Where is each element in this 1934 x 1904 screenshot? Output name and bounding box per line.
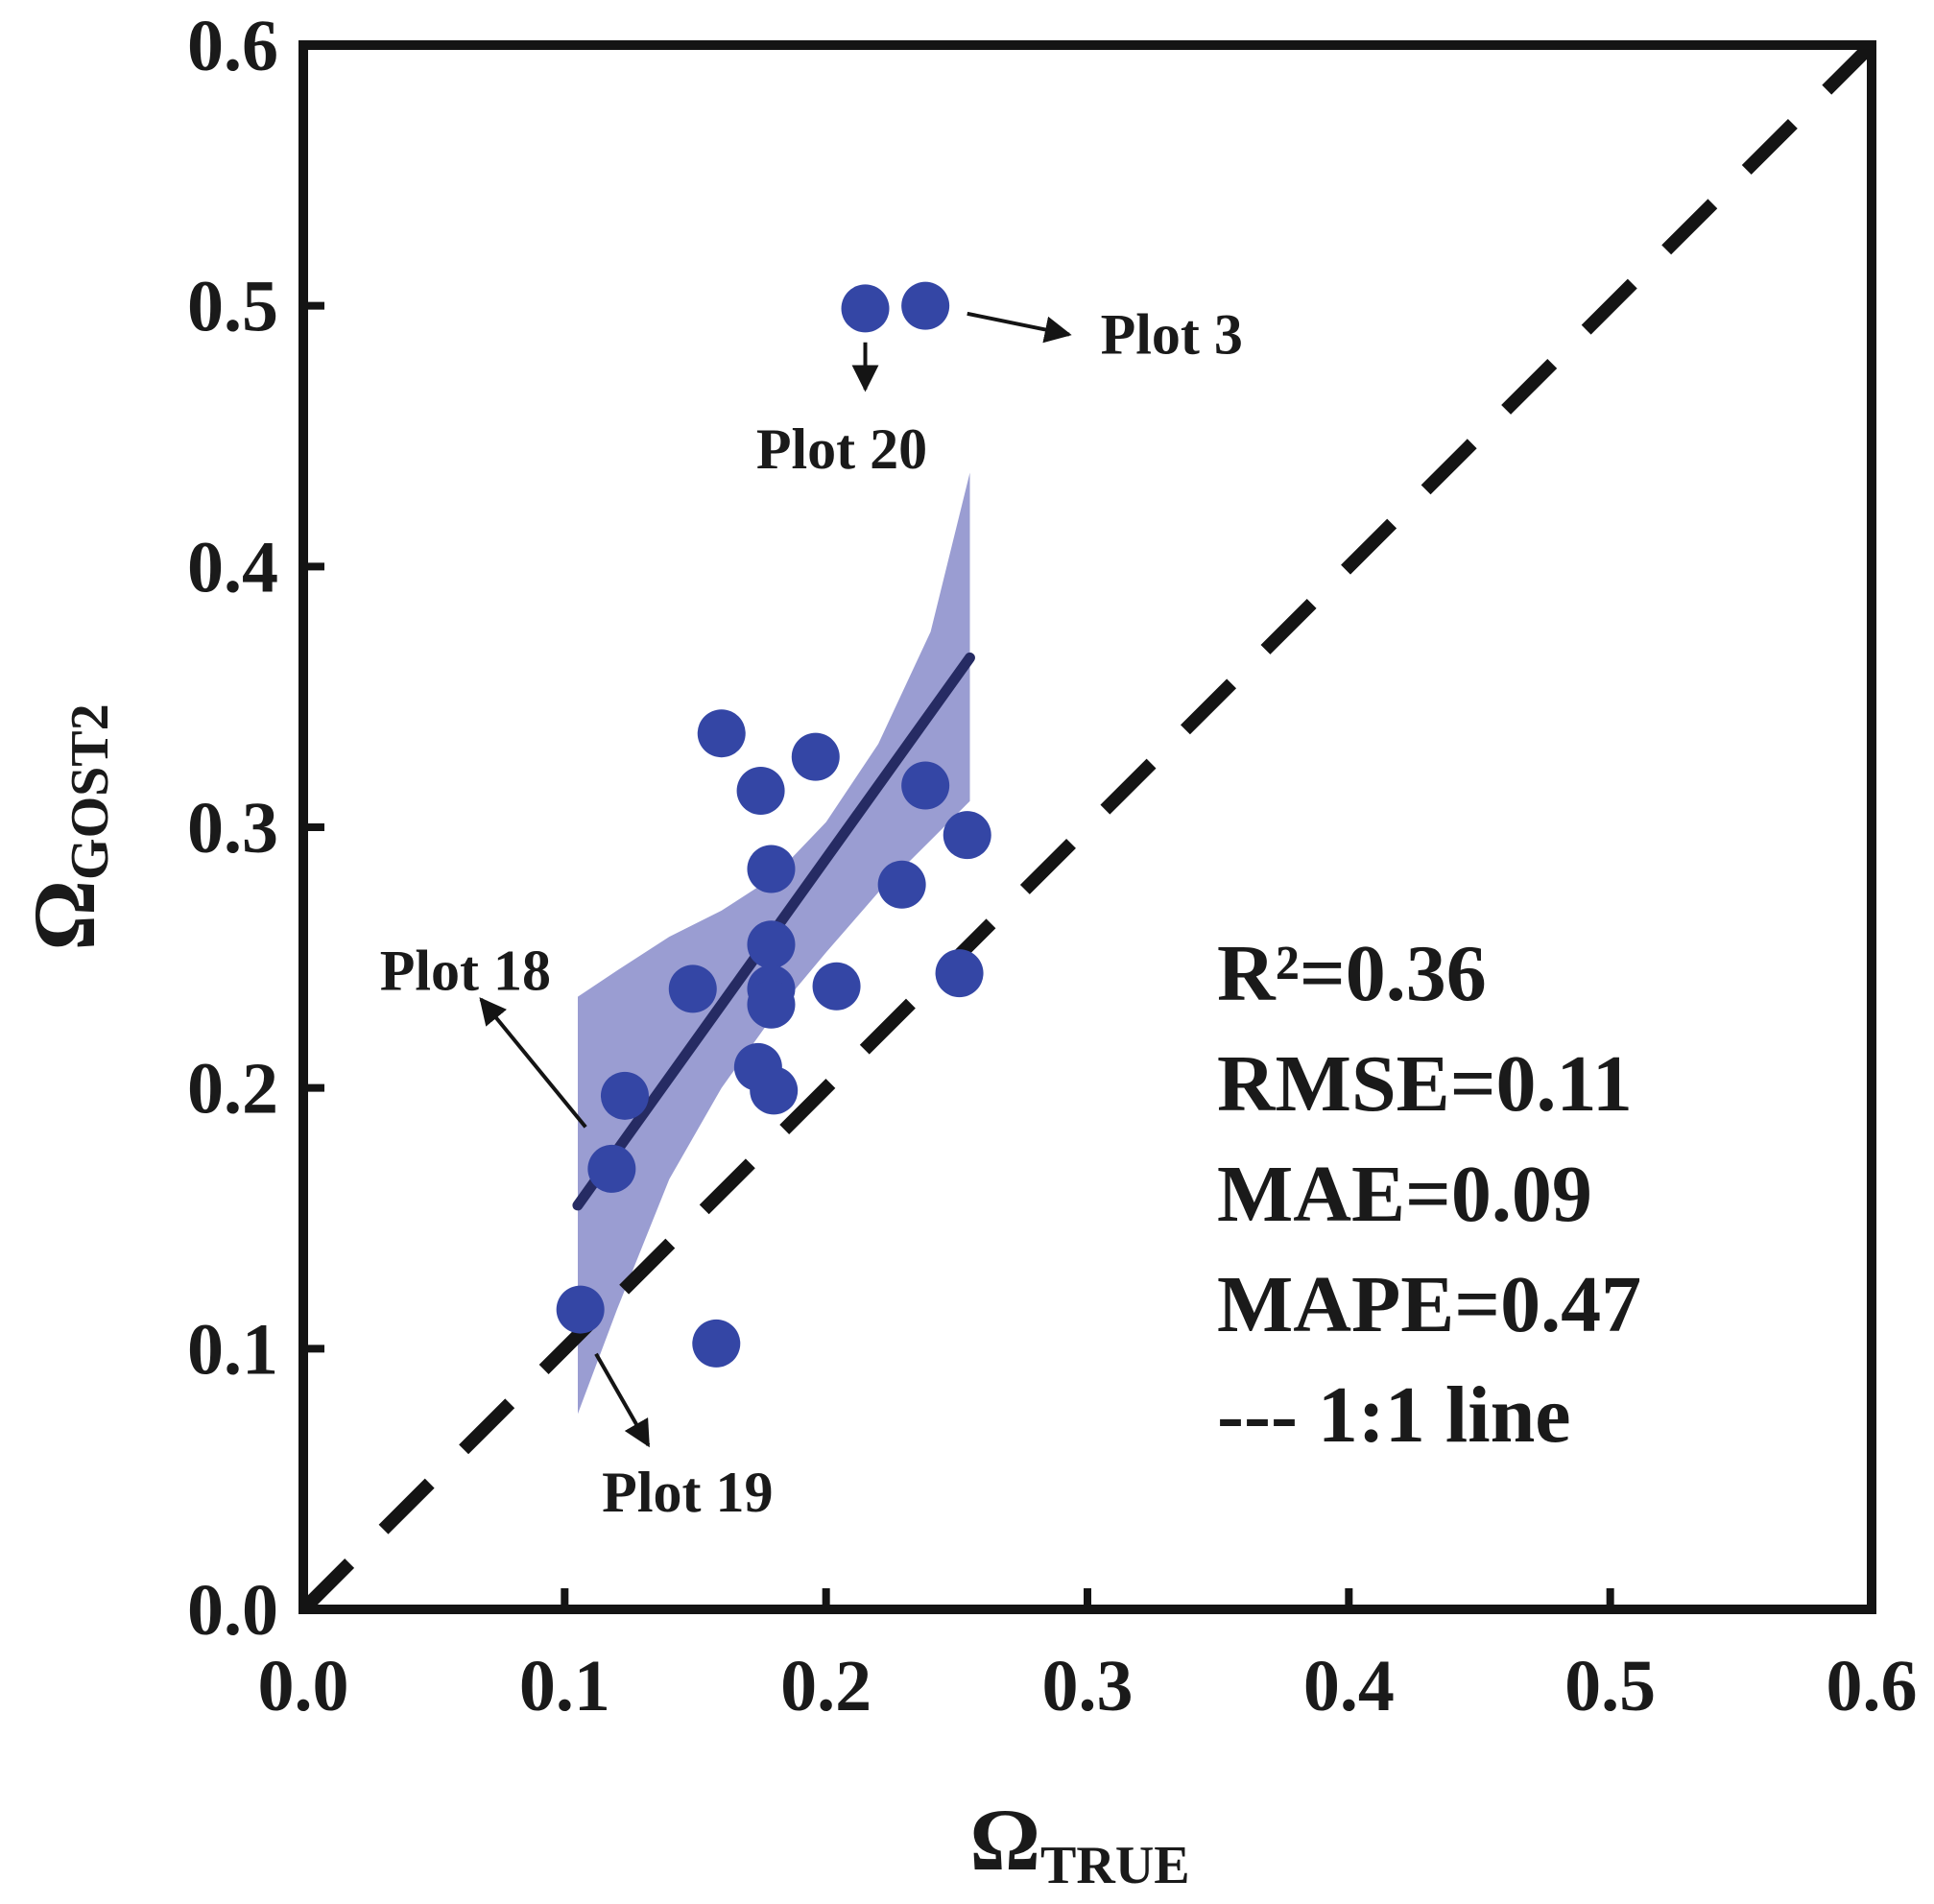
one-to-one-line	[303, 45, 1872, 1609]
y-axis-title: ΩGOST2	[15, 703, 120, 950]
annotation-arrow-plot-19	[594, 1352, 651, 1448]
annotation-label-plot-18: Plot 18	[380, 939, 551, 1002]
data-point-11	[812, 962, 861, 1011]
data-point-0	[841, 284, 890, 333]
x-tick-label: 0.3	[1042, 1646, 1134, 1726]
data-point-19	[556, 1285, 605, 1334]
y-tick-label: 0.1	[187, 1309, 278, 1390]
data-point-4	[736, 766, 785, 815]
y-axis-title-symbol: Ω	[15, 880, 113, 951]
data-point-18	[587, 1144, 636, 1193]
data-point-13	[747, 980, 796, 1029]
data-point-20	[692, 1319, 741, 1368]
data-point-3	[791, 732, 840, 781]
data-point-14	[935, 949, 984, 998]
y-axis-title-subscript: GOST2	[60, 703, 120, 880]
data-point-9	[747, 920, 796, 969]
x-tick-label: 0.6	[1827, 1646, 1918, 1726]
y-tick-label: 0.0	[187, 1570, 278, 1651]
data-point-6	[943, 811, 991, 860]
y-axis-ticks: 0.0 0.1 0.2 0.3 0.4 0.5 0.6	[187, 6, 324, 1651]
x-axis-title-subscript: TRUE	[1040, 1836, 1190, 1895]
stat-line-0: R²=0.36	[1217, 929, 1487, 1018]
x-tick-label: 0.2	[780, 1646, 871, 1726]
annotation-label-plot-20: Plot 20	[756, 417, 927, 481]
y-tick-label: 0.2	[187, 1049, 278, 1130]
annotation-arrow-plot-18	[479, 997, 587, 1129]
annotations-layer: Plot 3 Plot 20 Plot 18 Plot 19	[380, 303, 1243, 1524]
x-tick-label: 0.1	[519, 1646, 610, 1726]
stat-line-4: --- 1:1 line	[1217, 1370, 1571, 1460]
x-axis-title-symbol: Ω	[969, 1791, 1040, 1889]
stat-line-1: RMSE=0.11	[1217, 1039, 1633, 1129]
x-tick-label: 0.0	[258, 1646, 349, 1726]
y-tick-label: 0.6	[187, 6, 278, 86]
data-point-16	[750, 1066, 799, 1115]
x-tick-label: 0.5	[1564, 1646, 1656, 1726]
stat-line-3: MAPE=0.47	[1217, 1260, 1641, 1349]
x-tick-label: 0.4	[1303, 1646, 1395, 1726]
data-point-7	[747, 845, 796, 893]
data-point-5	[901, 761, 950, 810]
y-tick-label: 0.4	[187, 527, 278, 607]
annotation-label-plot-3: Plot 3	[1101, 303, 1243, 367]
x-axis-ticks: 0.0 0.1 0.2 0.3 0.4 0.5 0.6	[258, 1588, 1918, 1726]
reference-line-layer	[303, 45, 1872, 1609]
stat-line-2: MAE=0.09	[1217, 1150, 1592, 1239]
x-axis-title: ΩTRUE	[969, 1791, 1189, 1895]
y-tick-label: 0.5	[187, 267, 278, 347]
data-point-17	[600, 1071, 649, 1120]
data-point-8	[877, 860, 926, 909]
data-point-1	[901, 281, 950, 330]
data-point-10	[668, 964, 717, 1013]
annotation-arrow-plot-3	[967, 311, 1072, 344]
annotation-label-plot-19: Plot 19	[602, 1461, 773, 1524]
data-points-layer	[556, 281, 991, 1368]
y-tick-label: 0.3	[187, 788, 278, 869]
statistics-block: R²=0.36 RMSE=0.11 MAE=0.09 MAPE=0.47 --- 1:1…	[1217, 929, 1641, 1460]
data-point-2	[697, 709, 746, 758]
